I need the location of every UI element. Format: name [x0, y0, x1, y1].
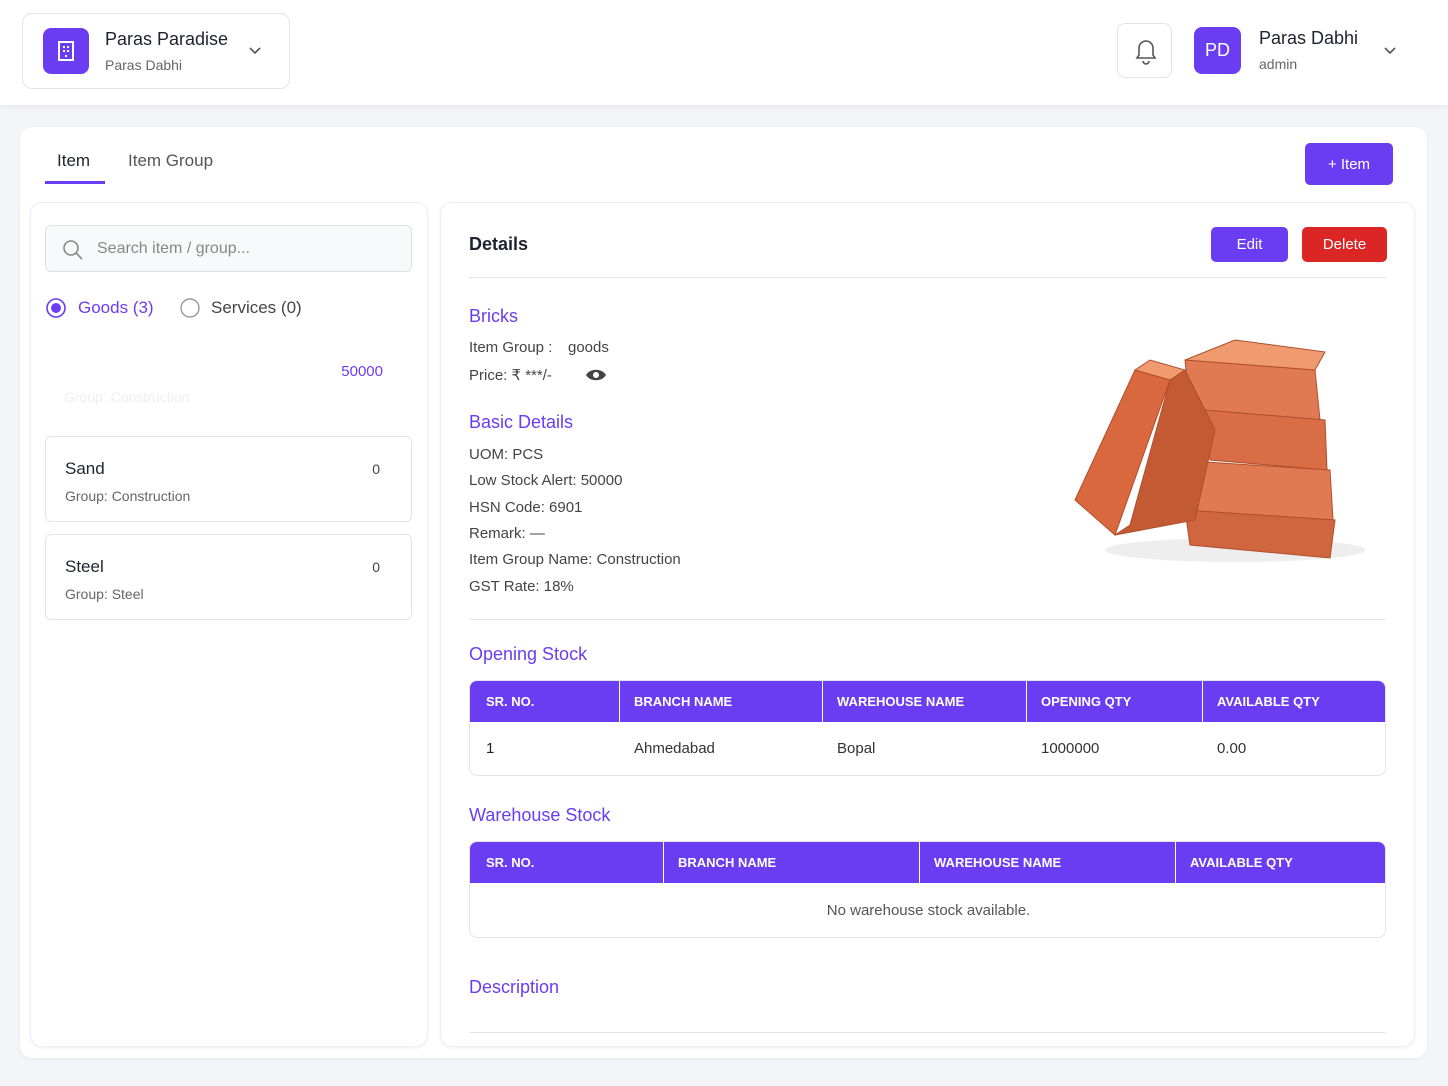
- search-icon: [63, 240, 83, 260]
- section-heading: Basic Details: [469, 412, 574, 432]
- item-group: Group: Construction: [64, 389, 190, 405]
- detail-line: Remark: —: [469, 525, 545, 542]
- table-header: AVAILABLE QTY: [1203, 681, 1385, 722]
- price: Price: ₹ ***/-: [469, 367, 552, 384]
- bell-icon: [1135, 40, 1157, 65]
- building-icon: [58, 41, 74, 61]
- table-header: BRANCH NAME: [620, 681, 823, 722]
- item-title: Bricks: [469, 306, 518, 326]
- table-cell: 1: [486, 740, 495, 757]
- table-header: SR. NO.: [470, 681, 620, 722]
- table-cell: Ahmedabad: [634, 740, 715, 757]
- warehouse-table: SR. NO. BRANCH NAME WAREHOUSE NAME AVAIL…: [469, 841, 1386, 938]
- filter-goods[interactable]: Goods (3): [78, 298, 154, 317]
- item-name: Sand: [65, 459, 105, 478]
- item-count: 0: [372, 559, 380, 575]
- tab-active[interactable]: Item: [57, 151, 91, 170]
- group-value: goods: [568, 339, 609, 356]
- table-header: BRANCH NAME: [664, 842, 920, 883]
- item-name: Steel: [65, 557, 104, 576]
- divider: [469, 277, 1386, 278]
- opening-table: SR. NO. BRANCH NAME WAREHOUSE NAME OPENI…: [469, 680, 1386, 776]
- detail-line: Item Group Name: Construction: [469, 551, 681, 568]
- table-header: SR. NO.: [470, 842, 664, 883]
- item-count: 0: [372, 461, 380, 477]
- divider: [469, 1032, 1386, 1033]
- user-name: Paras Dabhi: [1259, 28, 1359, 48]
- search-input[interactable]: Search item / group...: [45, 225, 412, 272]
- org-user: Paras Dabhi: [105, 57, 183, 73]
- item-group: Group: Steel: [65, 586, 144, 602]
- org-icon: [43, 28, 89, 74]
- item-card[interactable]: Sand Group: Construction 0: [45, 436, 412, 522]
- table-cell: Bopal: [837, 740, 876, 757]
- item-image: [1074, 339, 1365, 562]
- org-switcher[interactable]: Paras Paradise Paras Dabhi: [22, 13, 290, 89]
- detail-line: Low Stock Alert: 50000: [469, 472, 623, 489]
- header: Paras Paradise Paras Dabhi PD Paras Dabh…: [0, 0, 1448, 105]
- table-cell: 0.00: [1217, 740, 1247, 757]
- table-header: WAREHOUSE NAME: [823, 681, 1027, 722]
- user-role: admin: [1259, 56, 1298, 72]
- edit-button[interactable]: Edit: [1211, 227, 1288, 262]
- table-header: AVAILABLE QTY: [1176, 842, 1385, 883]
- item-name: Bricks: [64, 360, 111, 379]
- show-price-icon[interactable]: [585, 366, 607, 384]
- radio[interactable]: [179, 297, 201, 319]
- item-count-badge: 50000: [331, 360, 393, 383]
- item-card[interactable]: Steel Group: Steel 0: [45, 534, 412, 620]
- empty-message: No warehouse stock available.: [826, 902, 1031, 919]
- org-name: Paras Paradise: [105, 29, 229, 49]
- item-card-selected[interactable]: Bricks Group: Construction 50000: [45, 338, 412, 424]
- section-heading: Opening Stock: [469, 644, 588, 664]
- detail-line: GST Rate: 18%: [469, 578, 574, 595]
- notifications[interactable]: [1117, 23, 1172, 78]
- details-title: Details: [469, 234, 529, 254]
- filter-services[interactable]: Services (0): [211, 298, 302, 317]
- search-placeholder: Search item / group...: [97, 240, 250, 257]
- item-group: Group: Construction: [65, 488, 191, 504]
- delete-button[interactable]: Delete: [1302, 227, 1387, 262]
- table-cell: 1000000: [1041, 740, 1100, 757]
- divider: [469, 619, 1386, 620]
- detail-line: HSN Code: 6901: [469, 499, 583, 516]
- table-header: OPENING QTY: [1027, 681, 1203, 722]
- section-heading: Description: [469, 977, 560, 997]
- tab[interactable]: Item Group: [128, 151, 214, 170]
- sidebar: [30, 202, 428, 1047]
- user-chevron[interactable]: [1383, 44, 1397, 58]
- tab-underline: [45, 181, 105, 184]
- avatar[interactable]: PD: [1194, 27, 1241, 74]
- radio-checked[interactable]: [45, 297, 67, 319]
- add-item-button[interactable]: + Item: [1305, 143, 1393, 185]
- chevron: [249, 47, 261, 55]
- detail-line: UOM: PCS: [469, 446, 544, 463]
- section-heading: Warehouse Stock: [469, 805, 611, 825]
- group-label: Item Group :: [469, 339, 553, 356]
- table-header: WAREHOUSE NAME: [920, 842, 1176, 883]
